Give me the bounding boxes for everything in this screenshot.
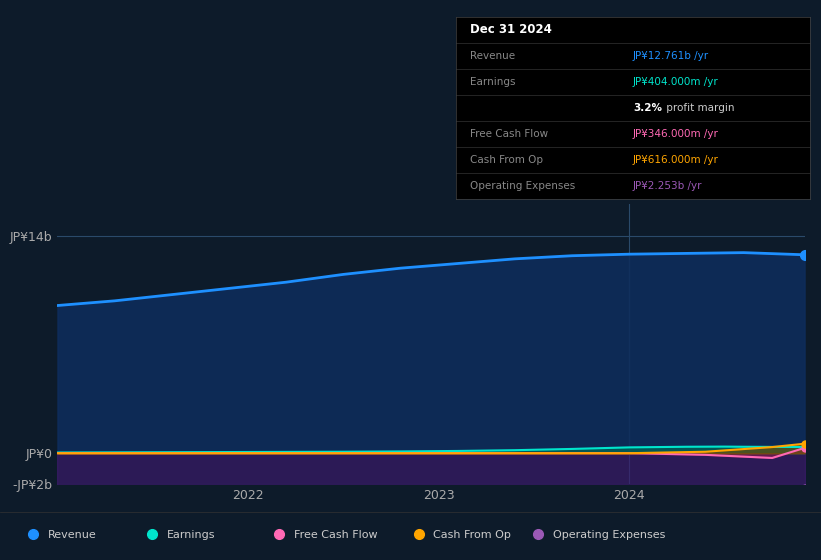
Text: profit margin: profit margin <box>663 103 735 113</box>
Text: Cash From Op: Cash From Op <box>433 530 511 540</box>
Text: JP¥404.000m /yr: JP¥404.000m /yr <box>633 77 718 87</box>
Text: Operating Expenses: Operating Expenses <box>553 530 665 540</box>
Text: Operating Expenses: Operating Expenses <box>470 181 575 191</box>
Text: Earnings: Earnings <box>470 77 516 87</box>
Text: Earnings: Earnings <box>167 530 215 540</box>
Text: JP¥12.761b /yr: JP¥12.761b /yr <box>633 51 709 61</box>
Text: 3.2%: 3.2% <box>633 103 662 113</box>
Text: Cash From Op: Cash From Op <box>470 155 543 165</box>
Text: Free Cash Flow: Free Cash Flow <box>470 129 548 139</box>
Text: Dec 31 2024: Dec 31 2024 <box>470 24 552 36</box>
Text: JP¥616.000m /yr: JP¥616.000m /yr <box>633 155 719 165</box>
Text: Revenue: Revenue <box>470 51 515 61</box>
Text: JP¥346.000m /yr: JP¥346.000m /yr <box>633 129 719 139</box>
Text: Free Cash Flow: Free Cash Flow <box>294 530 378 540</box>
Text: JP¥2.253b /yr: JP¥2.253b /yr <box>633 181 703 191</box>
Text: Revenue: Revenue <box>48 530 96 540</box>
